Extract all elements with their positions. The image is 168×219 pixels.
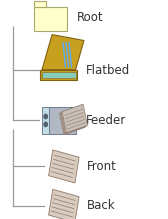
Polygon shape	[62, 104, 88, 133]
Polygon shape	[60, 106, 86, 134]
Circle shape	[44, 114, 47, 119]
Polygon shape	[49, 189, 79, 219]
Polygon shape	[42, 72, 76, 78]
Text: Feeder: Feeder	[86, 114, 126, 127]
Polygon shape	[34, 7, 67, 31]
Polygon shape	[42, 107, 49, 134]
Polygon shape	[61, 105, 87, 133]
Circle shape	[44, 122, 47, 127]
Text: Front: Front	[87, 160, 117, 173]
Polygon shape	[59, 106, 85, 135]
Polygon shape	[49, 150, 79, 183]
Polygon shape	[40, 70, 77, 80]
Text: Back: Back	[87, 199, 116, 212]
Text: Flatbed: Flatbed	[86, 64, 130, 77]
Polygon shape	[34, 1, 46, 7]
Polygon shape	[42, 35, 84, 70]
Polygon shape	[49, 107, 76, 134]
Text: Root: Root	[77, 11, 104, 24]
